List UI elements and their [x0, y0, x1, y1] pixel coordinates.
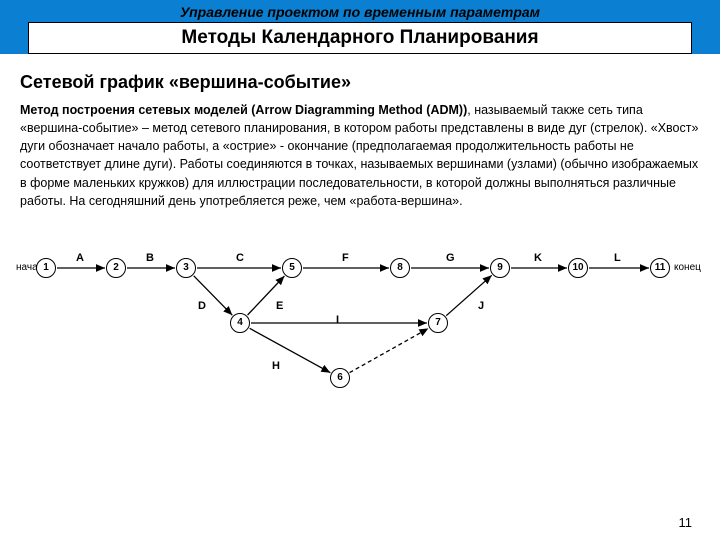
node-4: 4: [230, 313, 250, 333]
node-2: 2: [106, 258, 126, 278]
node-9: 9: [490, 258, 510, 278]
edge: [350, 328, 429, 372]
body-paragraph: Метод построения сетевых моделей (Arrow …: [20, 101, 700, 210]
node-11: 11: [650, 258, 670, 278]
edge-label-J: J: [478, 300, 484, 312]
header-subtitle: Методы Календарного Планирования: [28, 22, 692, 54]
edge-label-I: I: [336, 314, 339, 326]
edge-label-E: E: [276, 300, 283, 312]
edge: [446, 275, 492, 315]
node-10: 10: [568, 258, 588, 278]
body-rest: , называемый также сеть типа «вершина-со…: [20, 103, 698, 208]
edge-label-G: G: [446, 252, 455, 264]
network-diagram: начало конец 1234567891011 ABCDEFIHJGKL: [20, 238, 700, 408]
node-3: 3: [176, 258, 196, 278]
edge-label-F: F: [342, 252, 349, 264]
edge-label-D: D: [198, 300, 206, 312]
edge-label-A: A: [76, 252, 84, 264]
node-5: 5: [282, 258, 302, 278]
edge-label-L: L: [614, 252, 621, 264]
edge-label-C: C: [236, 252, 244, 264]
content-area: Сетевой график «вершина-событие» Метод п…: [0, 58, 720, 408]
edge-label-H: H: [272, 360, 280, 372]
section-title: Сетевой график «вершина-событие»: [20, 72, 700, 93]
node-7: 7: [428, 313, 448, 333]
body-bold-lead: Метод построения сетевых моделей (Arrow …: [20, 103, 467, 117]
node-1: 1: [36, 258, 56, 278]
header-top-title: Управление проектом по временным парамет…: [0, 2, 720, 22]
edge: [250, 328, 331, 372]
page-number: 11: [679, 515, 693, 530]
node-8: 8: [390, 258, 410, 278]
edge-label-K: K: [534, 252, 542, 264]
edge-label-B: B: [146, 252, 154, 264]
header-bar: Управление проектом по временным парамет…: [0, 0, 720, 54]
node-6: 6: [330, 368, 350, 388]
